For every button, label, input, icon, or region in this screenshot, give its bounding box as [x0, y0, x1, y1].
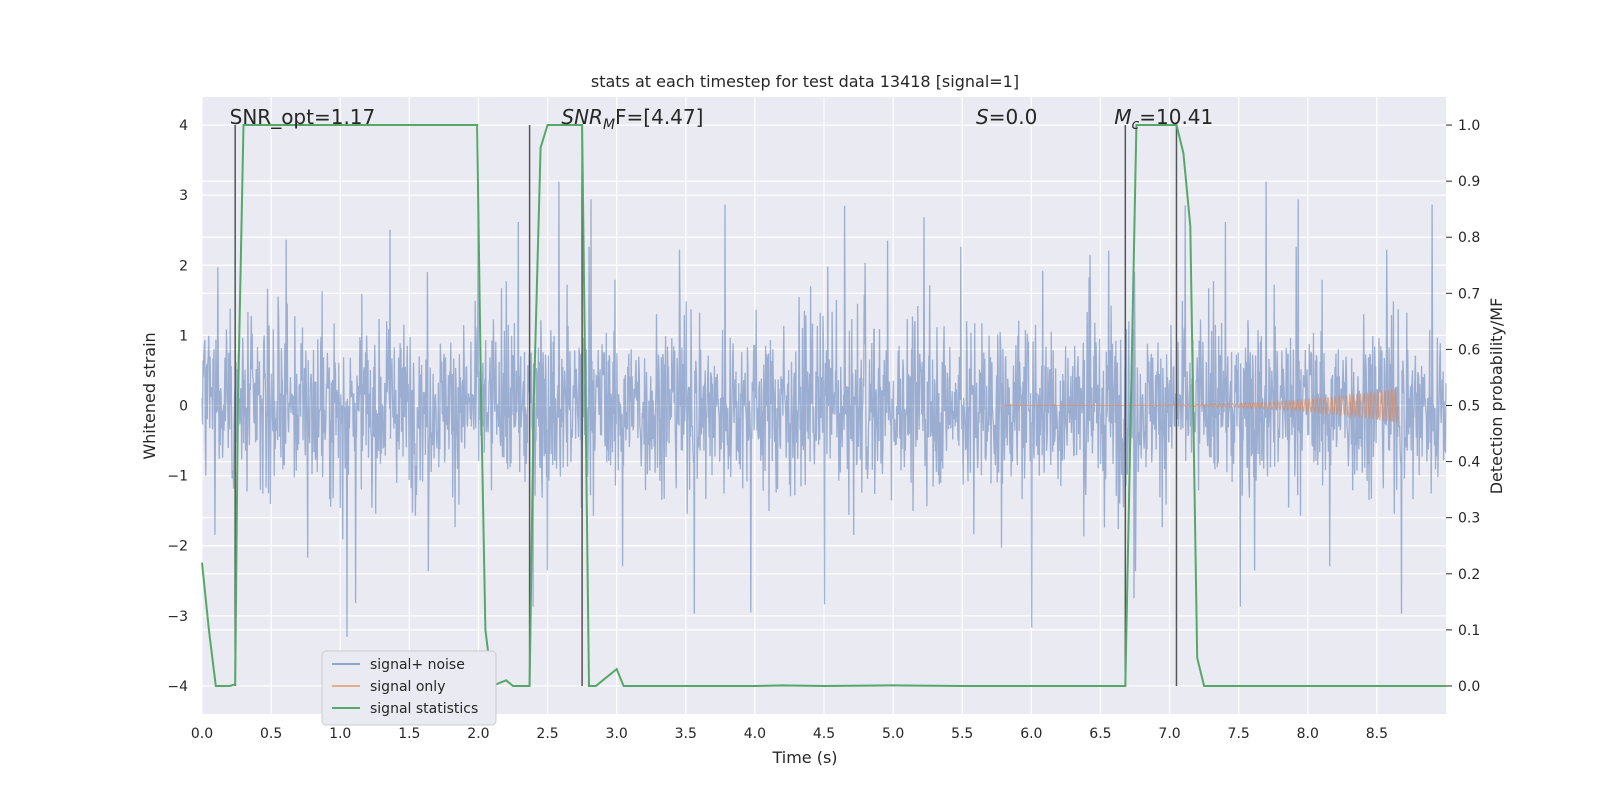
left-y-tick-label: −4: [167, 679, 188, 695]
x-tick-label: 7.0: [1158, 726, 1180, 742]
left-y-tick-label: 1: [179, 328, 188, 344]
x-tick-label: 2.5: [536, 726, 558, 742]
x-axis-label: Time (s): [771, 748, 837, 767]
right-y-tick-label: 0.5: [1458, 399, 1480, 415]
left-y-tick-label: −2: [167, 539, 188, 555]
signal-statistics-line: [201, 124, 1446, 688]
left-y-axis-ticks: 4 3 2 1 0 −1 −2 −3 −4: [167, 118, 188, 695]
right-y-tick-label: 0.3: [1458, 511, 1480, 527]
annotations: SNR_opt=1.17 SNRMF=[4.47] S=0.0 Mc=10.41: [230, 105, 1214, 133]
right-y-tick-label: 0.6: [1458, 342, 1480, 358]
annotation-0: SNR_opt=1.17: [230, 105, 376, 129]
right-y-tick-label: 0.4: [1458, 455, 1480, 471]
signal-statistics-series: [201, 124, 1446, 688]
x-tick-label: 2.0: [467, 726, 489, 742]
legend-label-signal-noise: signal+ noise: [370, 657, 465, 673]
x-tick-label: 8.5: [1366, 726, 1388, 742]
right-y-tick-label: 1.0: [1458, 118, 1480, 134]
legend-box: [321, 650, 497, 726]
x-tick-label: 3.0: [606, 726, 628, 742]
right-y-axis-ticks: 1.0 0.9 0.8 0.7 0.6 0.5 0.4 0.3 0.2 0.1 0.0: [1446, 118, 1480, 695]
annotation-1: SNRMF=[4.47]: [561, 105, 703, 133]
left-y-tick-label: 3: [179, 188, 188, 204]
annotation-2: S=0.0: [976, 105, 1037, 129]
right-y-tick-label: 0.1: [1458, 623, 1480, 639]
x-tick-label: 1.5: [398, 726, 420, 742]
right-y-tick-label: 0.8: [1458, 230, 1480, 246]
left-y-tick-label: −3: [167, 609, 188, 625]
x-tick-label: 0.0: [191, 726, 213, 742]
right-y-tick-label: 0.2: [1458, 567, 1480, 583]
x-tick-label: 8.0: [1297, 726, 1319, 742]
x-tick-label: 7.5: [1228, 726, 1250, 742]
right-y-axis-label: Detection probability/MF: [1487, 298, 1506, 495]
x-tick-label: 0.5: [260, 726, 282, 742]
legend: signal+ noise signal only signal statist…: [321, 650, 497, 726]
right-y-tick-label: 0.0: [1458, 679, 1480, 695]
x-tick-label: 5.0: [882, 726, 904, 742]
left-y-tick-label: 4: [179, 118, 188, 134]
signal-only-line: [1003, 388, 1399, 423]
signal-noise-series: [201, 181, 1447, 638]
x-tick-label: 6.5: [1089, 726, 1111, 742]
x-axis-ticks: 0.0 0.5 1.0 1.5 2.0 2.5 3.0 3.5 4.0 4.5 5.0 5.5 6.0 6…: [191, 726, 1388, 742]
legend-label-signal-statistics: signal statistics: [370, 701, 478, 717]
chart-title: stats at each timestep for test data 134…: [591, 72, 1019, 91]
legend-label-signal-only: signal only: [370, 679, 445, 695]
x-tick-label: 1.0: [329, 726, 351, 742]
annotation-3: Mc=10.41: [1114, 105, 1213, 133]
left-y-axis-label: Whitened strain: [140, 332, 159, 459]
x-tick-label: 4.0: [744, 726, 766, 742]
left-y-tick-label: 0: [179, 399, 188, 415]
x-tick-label: 4.5: [813, 726, 835, 742]
right-y-tick-label: 0.7: [1458, 286, 1480, 302]
x-tick-label: 5.5: [951, 726, 973, 742]
x-tick-label: 3.5: [675, 726, 697, 742]
signal-only-series: [1003, 388, 1399, 423]
signal-noise-line: [201, 181, 1447, 638]
left-y-tick-label: −1: [167, 469, 188, 485]
x-tick-label: 6.0: [1020, 726, 1042, 742]
right-y-tick-label: 0.9: [1458, 174, 1480, 190]
left-y-tick-label: 2: [179, 258, 188, 274]
